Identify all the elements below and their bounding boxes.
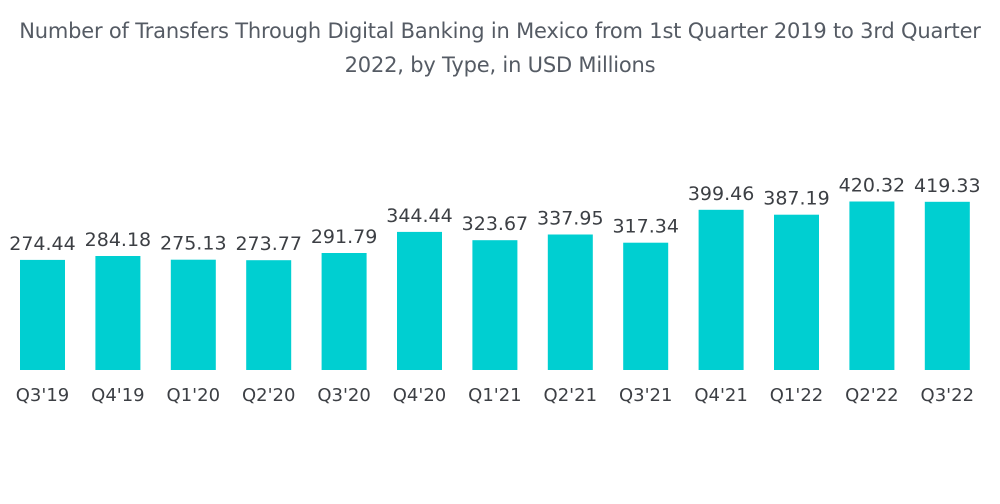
- category-label-6: Q1'21: [468, 385, 521, 406]
- category-label-9: Q4'21: [694, 385, 747, 406]
- bar-0: [20, 259, 65, 370]
- chart-title: Number of Transfers Through Digital Bank…: [0, 14, 1000, 82]
- value-label-6: 323.67: [462, 213, 528, 235]
- value-label-7: 337.95: [537, 208, 603, 230]
- category-label-0: Q3'19: [16, 385, 69, 406]
- bars-group: [20, 201, 970, 370]
- bar-4: [321, 253, 367, 370]
- category-label-8: Q3'21: [619, 385, 672, 406]
- bar-2: [170, 259, 216, 370]
- category-label-5: Q4'20: [393, 385, 446, 406]
- value-label-1: 284.18: [85, 229, 151, 251]
- category-label-7: Q2'21: [544, 385, 597, 406]
- value-label-12: 419.33: [914, 175, 980, 197]
- category-label-12: Q3'22: [921, 385, 974, 406]
- value-label-9: 399.46: [688, 183, 754, 205]
- bar-11: [849, 201, 895, 370]
- bar-7: [547, 234, 593, 370]
- bar-6: [472, 240, 518, 370]
- category-label-2: Q1'20: [167, 385, 220, 406]
- value-label-10: 387.19: [763, 188, 829, 210]
- chart-title-line-2: 2022, by Type, in USD Millions: [344, 53, 656, 77]
- bar-10: [774, 214, 819, 370]
- bar-8: [623, 242, 669, 370]
- bar-12: [924, 201, 970, 370]
- value-labels-group: 274.44 284.18 275.13 273.77 291.79 344.44 323.…: [9, 175, 980, 256]
- value-label-4: 291.79: [311, 226, 377, 248]
- category-label-1: Q4'19: [91, 385, 144, 406]
- bar-5: [397, 231, 442, 370]
- value-label-5: 344.44: [386, 205, 452, 227]
- category-labels-group: Q3'19 Q4'19 Q1'20 Q2'20 Q3'20 Q4'20 Q1'21 Q2'21…: [16, 385, 974, 406]
- value-label-8: 317.34: [612, 216, 678, 238]
- bar-9: [698, 209, 744, 370]
- category-label-11: Q2'22: [845, 385, 898, 406]
- value-label-11: 420.32: [839, 175, 905, 197]
- category-label-3: Q2'20: [242, 385, 295, 406]
- chart-title-line-1: Number of Transfers Through Digital Bank…: [19, 19, 981, 43]
- value-label-0: 274.44: [9, 233, 75, 255]
- value-label-3: 273.77: [235, 233, 301, 255]
- bar-3: [246, 260, 292, 370]
- value-label-2: 275.13: [160, 233, 226, 255]
- bar-1: [95, 256, 141, 370]
- category-label-10: Q1'22: [770, 385, 823, 406]
- category-label-4: Q3'20: [317, 385, 370, 406]
